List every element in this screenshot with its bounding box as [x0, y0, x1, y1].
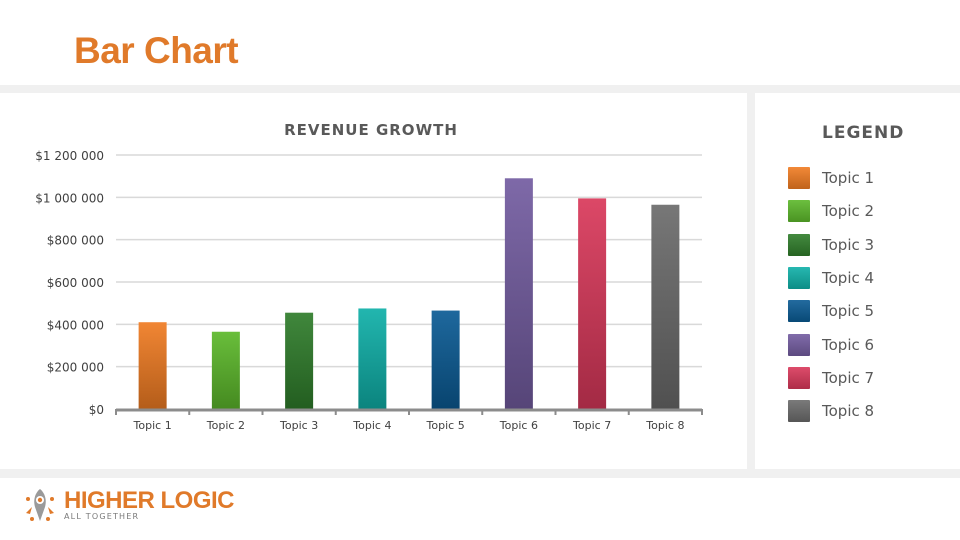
bar-topic-2 — [211, 331, 240, 409]
legend-label: Topic 8 — [822, 402, 875, 421]
x-tick-label: Topic 8 — [645, 419, 684, 432]
x-tick-label: Topic 4 — [352, 419, 391, 432]
bar-topic-6 — [504, 178, 533, 409]
x-tick-label: Topic 7 — [572, 419, 611, 432]
y-tick-label: $1 000 000 — [35, 191, 104, 205]
higher-logic-logo-icon — [26, 489, 54, 521]
bar-topic-4 — [358, 308, 387, 409]
higher-logic-logo: HIGHER LOGIC ALL TOGETHER — [22, 487, 235, 523]
x-tick-label: Topic 2 — [206, 419, 245, 432]
y-tick-label: $400 000 — [47, 318, 104, 332]
bar-topic-7 — [578, 198, 607, 409]
legend-item: Topic 6 — [788, 333, 874, 357]
legend-title: LEGEND — [822, 123, 905, 143]
chart-title: REVENUE GROWTH — [284, 121, 458, 139]
y-tick-label: $0 — [89, 403, 104, 417]
x-axis — [115, 408, 703, 415]
legend-swatch — [788, 400, 810, 423]
gridlines — [116, 154, 702, 368]
legend-label: Topic 1 — [822, 169, 875, 187]
legend-swatch — [788, 167, 810, 189]
legend-item: Topic 5 — [788, 299, 874, 323]
y-tick-label: $800 000 — [47, 234, 104, 248]
legend-item: Topic 8 — [788, 399, 874, 423]
legend-item: Topic 3 — [788, 233, 874, 257]
y-tick-label: $200 000 — [47, 361, 104, 375]
legend-label: Topic 4 — [822, 268, 875, 287]
legend-label: Topic 6 — [822, 335, 875, 354]
bar-topic-5 — [431, 310, 460, 409]
bars — [138, 178, 680, 409]
legend-item: Topic 7 — [788, 366, 874, 390]
revenue-growth-chart: REVENUE GROWTH $0 $200 000 $400 000 $600 00… — [35, 121, 703, 432]
legend-swatch — [788, 366, 810, 389]
legend-swatch — [788, 333, 810, 356]
x-axis-tick-labels: Topic 1 Topic 2 Topic 3 Topic 4 Topic 5 Topic… — [133, 419, 685, 432]
legend-label: Topic 7 — [822, 368, 875, 387]
legend-item: Topic 4 — [788, 266, 874, 290]
legend-item: Topic 1 — [788, 166, 874, 190]
y-tick-label: $1 200 000 — [35, 149, 104, 163]
y-tick-label: $600 000 — [47, 276, 104, 290]
x-tick-label: Topic 5 — [426, 419, 465, 432]
y-axis-tick-labels: $0 $200 000 $400 000 $600 000 $800 000 $1 000… — [35, 149, 104, 417]
legend-swatch — [788, 200, 810, 223]
bar-topic-8 — [651, 204, 680, 409]
legend-label: Topic 5 — [822, 302, 875, 321]
logo-tagline: ALL TOGETHER — [64, 512, 140, 521]
bar-topic-3 — [285, 312, 314, 409]
x-tick-label: Topic 6 — [499, 419, 538, 432]
x-tick-label: Topic 3 — [279, 419, 318, 432]
legend-swatch — [788, 300, 810, 323]
logo-brand: HIGHER LOGIC — [64, 487, 235, 514]
legend-swatch — [788, 233, 810, 256]
page-title: Bar Chart — [74, 30, 239, 71]
bar-topic-1 — [138, 322, 167, 409]
legend-label: Topic 3 — [822, 235, 875, 254]
legend-item: Topic 2 — [788, 199, 874, 223]
x-tick-label: Topic 1 — [133, 419, 172, 432]
legend-swatch — [788, 266, 810, 289]
legend-label: Topic 2 — [822, 202, 875, 221]
